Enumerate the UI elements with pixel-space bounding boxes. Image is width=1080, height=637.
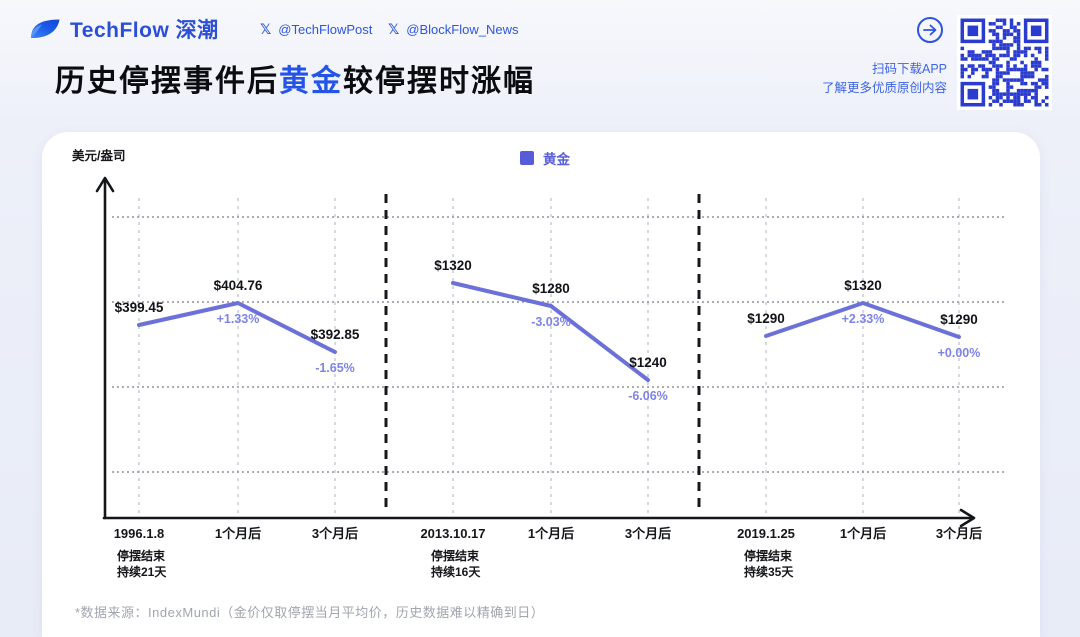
price-label: $1290 [940, 312, 978, 327]
x-logo-icon: 𝕏 [388, 21, 400, 37]
x-axis-arrow-icon [959, 508, 976, 528]
x-axis-label: 1个月后 [215, 526, 261, 541]
price-label: $1320 [844, 278, 882, 293]
pct-change-label: +1.33% [217, 312, 260, 326]
shutdown-note: 持续16天 [431, 564, 481, 579]
gold-series-line [451, 281, 650, 382]
x-axis-label: 3个月后 [625, 526, 671, 541]
title-suffix: 较停摆时涨幅 [343, 65, 535, 98]
x-logo-icon: 𝕏 [260, 21, 272, 37]
shutdown-note: 持续21天 [117, 564, 167, 579]
y-axis-arrow-icon [95, 176, 115, 193]
x-axis-label: 1996.1.8 [114, 526, 165, 541]
y-axis-label: 美元/盎司 [72, 149, 126, 163]
price-label: $1280 [532, 281, 570, 296]
pct-change-label: -6.06% [628, 389, 668, 403]
x-axis-label: 1个月后 [528, 526, 574, 541]
legend-label: 黄金 [543, 152, 570, 167]
handle-label: @BlockFlow_News [406, 22, 519, 37]
legend-swatch-gold [520, 151, 534, 165]
pct-change-label: -3.03% [531, 315, 571, 329]
shutdown-note: 停摆结束 [117, 548, 166, 563]
x-axis-label: 3个月后 [312, 526, 358, 541]
twitter-handle-techflowpost[interactable]: 𝕏 @TechFlowPost [260, 21, 372, 38]
arrow-right-icon[interactable] [917, 17, 943, 43]
gold-series-line [137, 301, 337, 354]
brand-logo: TechFlow 深潮 [28, 14, 219, 44]
gold-series-line [764, 301, 961, 339]
line-chart: $399.45 $404.76 $392.85 +1.33% -1.65% 1996.1.… [95, 176, 1004, 579]
price-label: $399.45 [115, 300, 164, 315]
qr-caption-line1: 扫码下载APP [871, 62, 947, 76]
price-label: $1240 [629, 355, 667, 370]
x-axis-label: 2013.10.17 [420, 526, 485, 541]
qr-code [957, 15, 1052, 110]
x-axis-label: 3个月后 [936, 526, 982, 541]
twitter-handle-blockflownews[interactable]: 𝕏 @BlockFlow_News [388, 21, 518, 38]
price-label: $392.85 [311, 327, 360, 342]
title-prefix: 历史停摆事件后 [55, 65, 279, 98]
title-highlight: 黄金 [279, 65, 343, 98]
handle-label: @TechFlowPost [278, 22, 373, 37]
price-label: $404.76 [214, 278, 263, 293]
data-source-note: *数据来源：IndexMundi（金价仅取停摆当月平均价，历史数据难以精确到日） [75, 605, 545, 620]
shutdown-note: 持续35天 [744, 564, 794, 579]
shutdown-note: 停摆结束 [744, 548, 793, 563]
price-label: $1290 [747, 311, 785, 326]
pct-change-label: +2.33% [842, 312, 885, 326]
page-title: 历史停摆事件后黄金较停摆时涨幅 [55, 56, 535, 100]
price-label: $1320 [434, 258, 472, 273]
techflow-leaf-icon [31, 19, 60, 39]
qr-caption: 扫码下载APP 了解更多优质原创内容 [822, 60, 947, 98]
chart-card: 美元/盎司 黄金 $399.45 $404.76 $392.85 +1.33% -1.6… [42, 132, 1040, 637]
x-axis-label: 1个月后 [840, 526, 886, 541]
qr-caption-line2: 了解更多优质原创内容 [821, 81, 947, 95]
pct-change-label: +0.00% [938, 346, 981, 360]
shutdown-note: 停摆结束 [431, 548, 480, 563]
pct-change-label: -1.65% [315, 361, 355, 375]
x-axis-label: 2019.1.25 [737, 526, 795, 541]
chart-legend: 黄金 [520, 148, 570, 168]
brand-name: TechFlow 深潮 [70, 19, 219, 42]
